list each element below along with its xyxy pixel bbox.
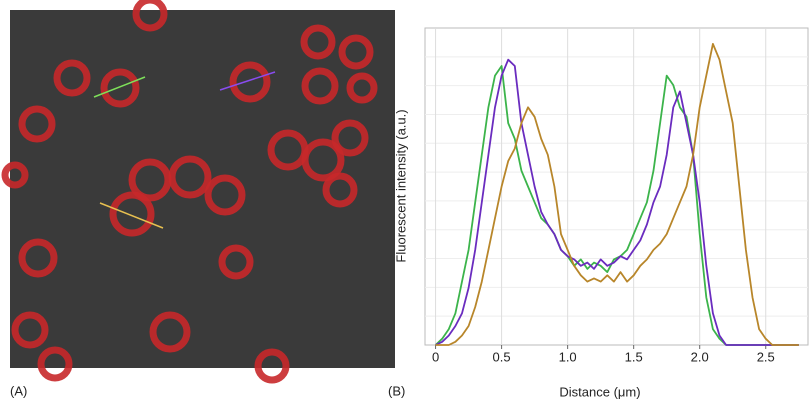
x-tick-label: 1.5 [625,349,643,364]
plot-area [424,27,809,346]
panel-label: (A) [10,383,27,398]
panel-label: (B) [388,383,405,398]
x-tick-label: 1.0 [559,349,577,364]
line-chart: 0 0.5 1.0 1.5 2.0 2.5 Distance (μm) Fluorescent… [393,27,809,399]
x-tick-label: 2.5 [757,349,775,364]
x-tick-label: 2.0 [691,349,709,364]
micrograph [1,0,395,384]
x-axis-label: Distance (μm) [559,384,640,399]
x-tick-label: 0.5 [493,349,511,364]
y-axis-label: Fluorescent intensity (a.u.) [393,109,408,262]
series-line [435,58,799,346]
x-tick-label: 0 [432,349,439,364]
series-line [435,43,799,346]
